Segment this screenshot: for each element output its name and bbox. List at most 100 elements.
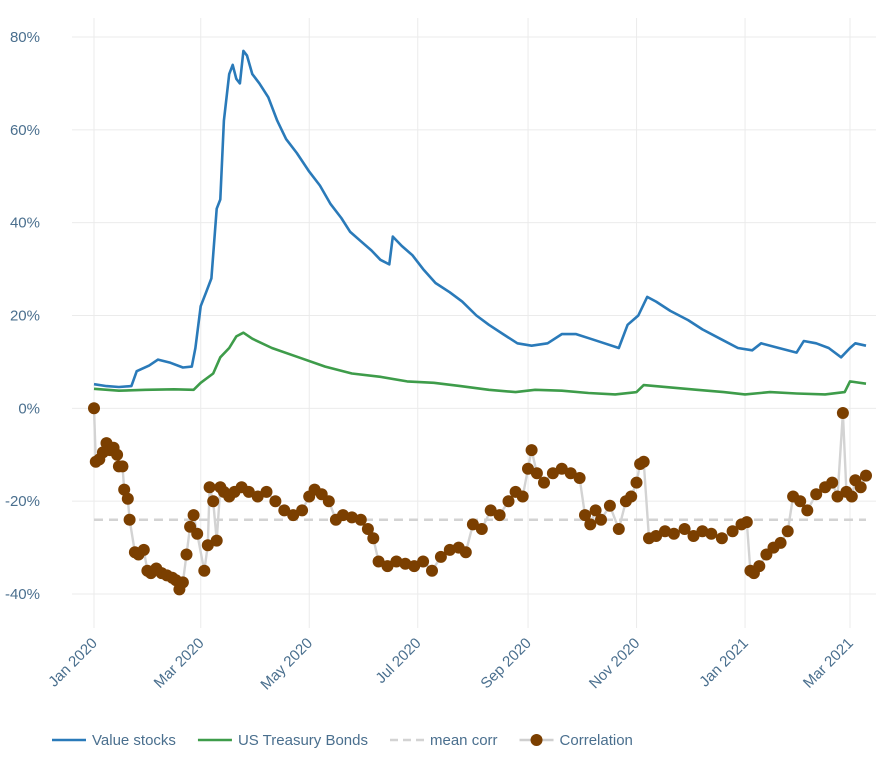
y-tick-label: 40% <box>10 215 40 232</box>
correlation-point <box>260 485 273 498</box>
correlation-point <box>525 444 538 457</box>
series-correlation <box>88 402 872 596</box>
correlation-point <box>781 525 794 538</box>
correlation-point <box>118 483 131 496</box>
correlation-point <box>417 555 430 568</box>
correlation-point <box>322 495 335 508</box>
correlation-point <box>705 527 718 540</box>
correlation-point <box>678 523 691 535</box>
correlation-point <box>191 527 204 540</box>
y-axis: 80% 60% 40% 20% 0% -20% -40% <box>5 29 40 603</box>
correlation-point <box>589 504 602 517</box>
correlation-point <box>831 490 844 503</box>
y-tick-label: 20% <box>10 308 40 325</box>
correlation-point <box>426 564 438 577</box>
correlation-point <box>774 536 787 549</box>
series-us-treasury-bonds <box>93 331 867 396</box>
correlation-point <box>210 534 223 547</box>
correlation-point <box>361 523 374 535</box>
correlation-point <box>794 495 807 508</box>
correlation-point <box>546 467 559 480</box>
correlation-point <box>687 530 700 542</box>
x-tick-label: Jul 2020 <box>372 635 424 687</box>
correlation-point <box>555 462 568 475</box>
correlation-point <box>753 560 766 573</box>
correlation-point <box>801 504 814 517</box>
correlation-point <box>269 495 282 508</box>
y-tick-label: 60% <box>10 122 40 139</box>
correlation-point <box>367 532 380 545</box>
correlation-point <box>123 513 136 526</box>
correlation-point <box>484 504 497 517</box>
correlation-point <box>198 564 211 577</box>
correlation-point <box>516 490 529 503</box>
correlation-point <box>579 509 591 522</box>
correlation-point <box>715 532 728 545</box>
correlation-point <box>187 509 200 522</box>
correlation-point <box>408 560 421 573</box>
correlation-point <box>726 525 739 538</box>
correlation-point <box>826 476 839 489</box>
legend-item-us-treasury-bonds[interactable]: US Treasury Bonds <box>197 732 368 749</box>
correlation-point <box>475 523 488 535</box>
correlation-point <box>251 490 264 503</box>
correlation-point <box>381 560 394 573</box>
y-tick-label: -20% <box>5 493 40 510</box>
plot-area <box>88 49 872 596</box>
correlation-point <box>459 546 472 559</box>
correlation-point <box>854 481 867 494</box>
correlation-point <box>603 499 616 512</box>
correlation-point <box>630 476 643 489</box>
correlation-point <box>493 509 506 522</box>
correlation-point <box>434 550 447 563</box>
legend-label: mean corr <box>430 732 498 749</box>
correlation-point <box>180 548 193 561</box>
correlation-point <box>595 513 607 526</box>
correlation-point <box>278 504 291 517</box>
legend: Value stocks US Treasury Bonds mean corr Co… <box>52 732 633 749</box>
legend-label: Correlation <box>560 732 633 749</box>
value-stocks-line <box>93 49 867 389</box>
correlation-point <box>650 530 663 542</box>
correlation-point <box>573 472 586 484</box>
us-treasury-bonds-line <box>93 331 867 396</box>
y-tick-label: -40% <box>5 586 40 603</box>
correlation-point <box>242 485 255 498</box>
y-tick-label: 80% <box>10 29 40 46</box>
correlation-point <box>530 467 543 480</box>
y-tick-label: 0% <box>18 400 40 417</box>
correlation-point <box>296 504 309 517</box>
correlation-point <box>201 539 214 552</box>
correlation-point <box>637 455 650 468</box>
x-tick-label: Mar 2021 <box>800 635 857 692</box>
correlation-point <box>538 476 550 489</box>
correlation-point <box>810 488 823 501</box>
correlation-point <box>121 492 134 505</box>
correlation-point <box>116 460 129 473</box>
legend-item-value-stocks[interactable]: Value stocks <box>52 732 176 749</box>
correlation-point <box>564 467 577 480</box>
legend-item-correlation[interactable]: Correlation <box>519 732 633 749</box>
correlation-point <box>207 495 220 508</box>
correlation-point <box>203 481 216 494</box>
correlation-point <box>176 576 189 589</box>
correlation-point <box>88 402 100 415</box>
correlation-point <box>625 490 638 503</box>
correlation-point <box>836 407 849 419</box>
correlation-point <box>522 462 534 475</box>
correlation-point <box>137 543 150 556</box>
legend-marker <box>530 734 543 746</box>
correlation-point <box>354 513 367 526</box>
legend-label: US Treasury Bonds <box>238 732 368 749</box>
x-tick-label: Sep 2020 <box>477 635 534 692</box>
x-tick-label: Nov 2020 <box>586 635 643 692</box>
legend-item-mean-corr[interactable]: mean corr <box>390 732 498 749</box>
correlation-point <box>860 469 872 482</box>
correlation-point <box>111 448 124 461</box>
x-tick-label: Jan 2020 <box>45 635 101 691</box>
correlation-point <box>372 555 385 568</box>
series-value-stocks <box>93 49 867 389</box>
legend-label: Value stocks <box>92 732 176 749</box>
